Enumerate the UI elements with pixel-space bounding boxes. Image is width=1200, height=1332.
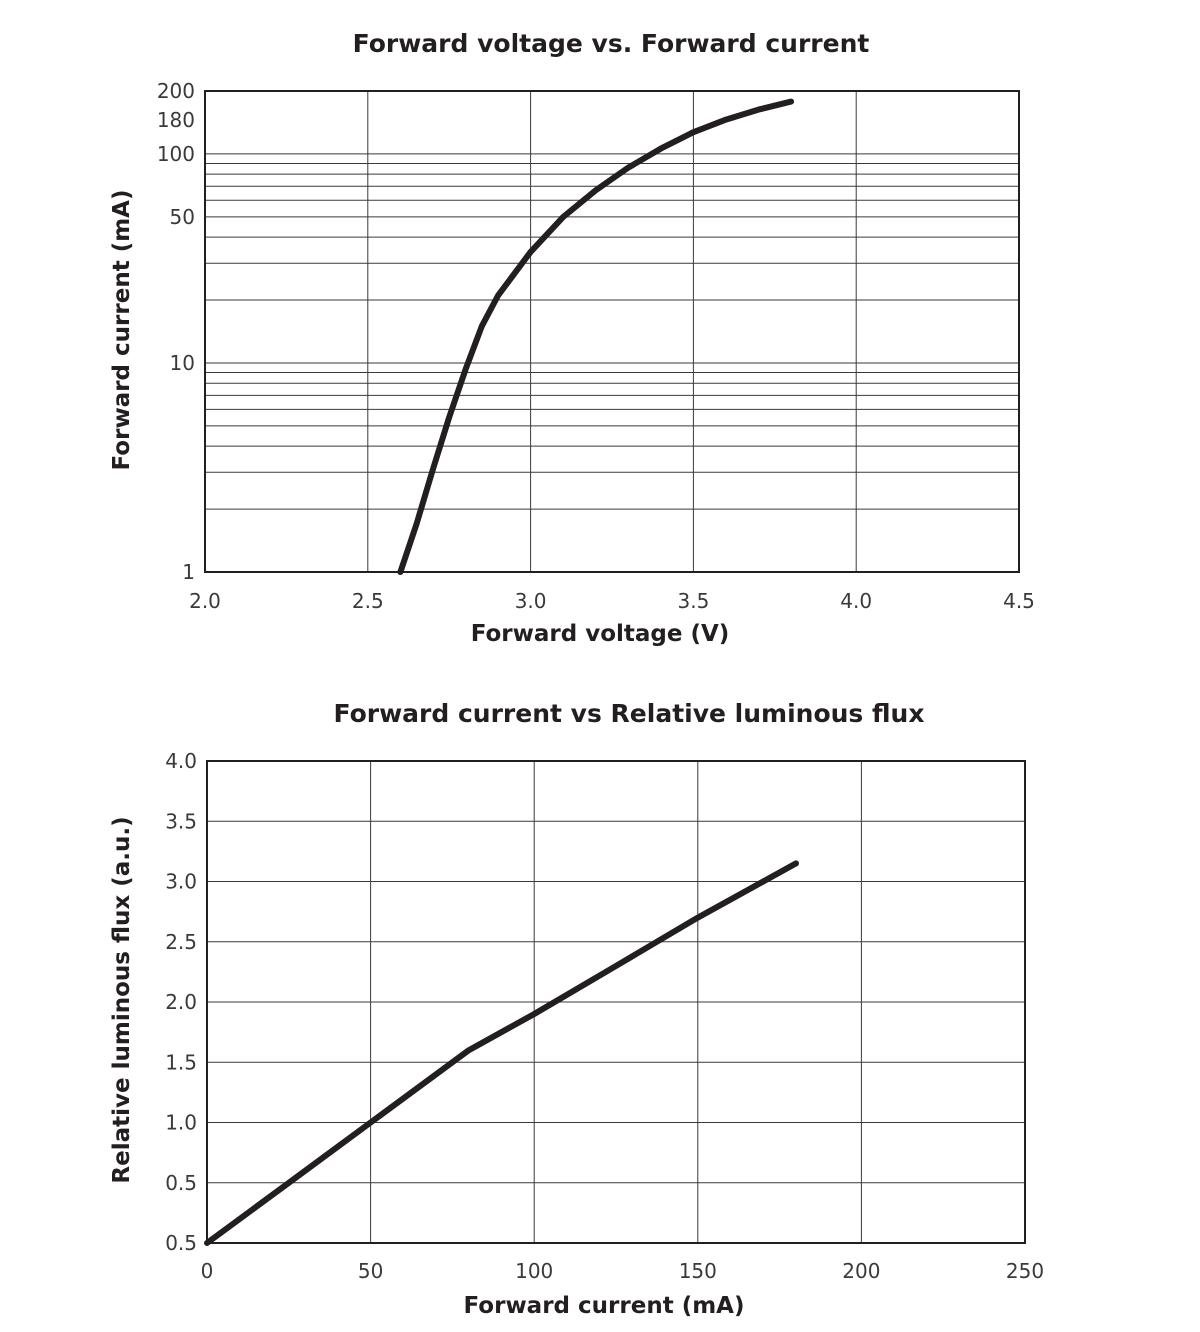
y-tick-label: 0.5 bbox=[165, 1171, 197, 1195]
x-tick-label: 200 bbox=[842, 1259, 880, 1283]
y-tick-label: 0.5 bbox=[165, 1231, 197, 1255]
x-tick-label: 2.0 bbox=[189, 589, 221, 613]
y-tick-label: 50 bbox=[170, 205, 195, 229]
x-tick-label: 0 bbox=[201, 1259, 214, 1283]
grid bbox=[205, 91, 1019, 572]
chart-title: Forward voltage vs. Forward current bbox=[353, 29, 870, 58]
y-tick-label: 3.0 bbox=[165, 870, 197, 894]
grid bbox=[207, 761, 1025, 1243]
y-tick-label: 200 bbox=[157, 79, 195, 103]
x-tick-label: 100 bbox=[515, 1259, 553, 1283]
y-tick-label: 2.5 bbox=[165, 930, 197, 954]
chart-current-vs-luminous-flux: Forward current vs Relative luminous flu… bbox=[109, 699, 1044, 1319]
y-tick-label: 100 bbox=[157, 142, 195, 166]
y-tick-labels: 1 10 50 100 180 200 bbox=[157, 79, 195, 584]
y-axis-label: Forward current (mA) bbox=[109, 190, 135, 471]
x-tick-label: 2.5 bbox=[352, 589, 384, 613]
chart-title: Forward current vs Relative luminous flu… bbox=[334, 699, 925, 728]
x-tick-label: 150 bbox=[679, 1259, 717, 1283]
y-tick-label: 180 bbox=[157, 108, 195, 132]
y-tick-labels: 0.5 0.5 1.0 1.5 2.0 2.5 3.0 3.5 4.0 bbox=[165, 749, 197, 1255]
y-tick-label: 10 bbox=[170, 351, 195, 375]
series-group bbox=[204, 860, 799, 1246]
series-group bbox=[397, 98, 795, 575]
x-tick-label: 3.0 bbox=[515, 589, 547, 613]
y-tick-label: 2.0 bbox=[165, 990, 197, 1014]
y-tick-label: 4.0 bbox=[165, 749, 197, 773]
x-tick-labels: 2.0 2.5 3.0 3.5 4.0 4.5 bbox=[189, 589, 1035, 613]
x-tick-label: 4.0 bbox=[840, 589, 872, 613]
series-line bbox=[204, 860, 799, 1246]
x-tick-labels: 0 50 100 150 200 250 bbox=[201, 1259, 1044, 1283]
plot-frame bbox=[204, 90, 1020, 573]
y-tick-label: 1 bbox=[182, 560, 195, 584]
y-tick-label: 1.0 bbox=[165, 1111, 197, 1135]
series-line bbox=[397, 98, 795, 575]
x-tick-label: 250 bbox=[1006, 1259, 1044, 1283]
chart-forward-voltage-vs-current: Forward voltage vs. Forward current 2.0 2… bbox=[109, 29, 1035, 647]
y-tick-label: 3.5 bbox=[165, 809, 197, 833]
plot-frame bbox=[206, 760, 1026, 1244]
x-tick-label: 4.5 bbox=[1003, 589, 1035, 613]
x-tick-label: 3.5 bbox=[677, 589, 709, 613]
x-axis-label: Forward voltage (V) bbox=[471, 621, 730, 647]
x-tick-label: 50 bbox=[358, 1259, 383, 1283]
x-axis-label: Forward current (mA) bbox=[464, 1293, 745, 1319]
y-axis-label: Relative luminous flux (a.u.) bbox=[109, 816, 135, 1183]
y-tick-label: 1.5 bbox=[165, 1050, 197, 1074]
